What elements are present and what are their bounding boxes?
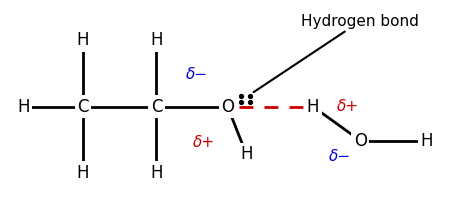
Text: H: H (77, 32, 89, 49)
Text: H: H (150, 164, 163, 181)
Text: C: C (77, 98, 89, 115)
Text: H: H (18, 98, 30, 115)
Text: O: O (221, 98, 234, 115)
Text: Hydrogen bond: Hydrogen bond (254, 14, 419, 92)
Text: H: H (150, 32, 163, 49)
Text: H: H (420, 132, 433, 150)
Text: δ+: δ+ (337, 99, 359, 114)
Text: C: C (151, 98, 162, 115)
Text: δ−: δ− (329, 149, 351, 164)
Text: H: H (307, 98, 319, 115)
Text: O: O (354, 132, 367, 150)
Text: H: H (240, 145, 253, 163)
Text: H: H (77, 164, 89, 181)
Text: δ−: δ− (186, 67, 208, 82)
Text: δ+: δ+ (193, 135, 215, 150)
